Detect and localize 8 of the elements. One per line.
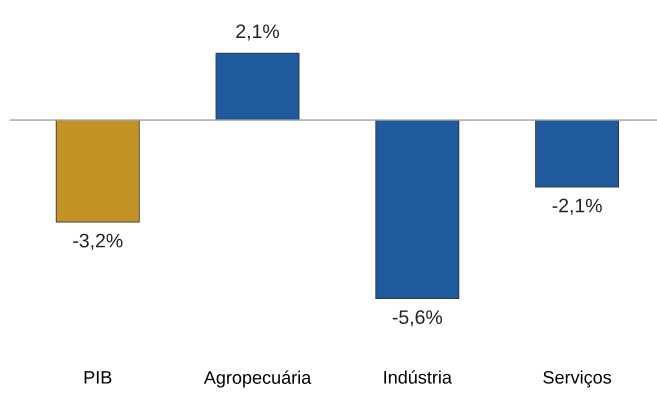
data-label: 2,1% — [236, 24, 279, 40]
x-tick-label: Serviços — [543, 370, 612, 388]
x-tick-label: Indústria — [384, 370, 452, 384]
data-label: -3,2% — [73, 234, 122, 250]
x-tick-label: Agropecuária — [204, 370, 312, 388]
data-label: -5,6% — [392, 310, 442, 326]
x-tick-label: PIB — [84, 371, 112, 384]
data-label: -2,1% — [552, 198, 602, 215]
